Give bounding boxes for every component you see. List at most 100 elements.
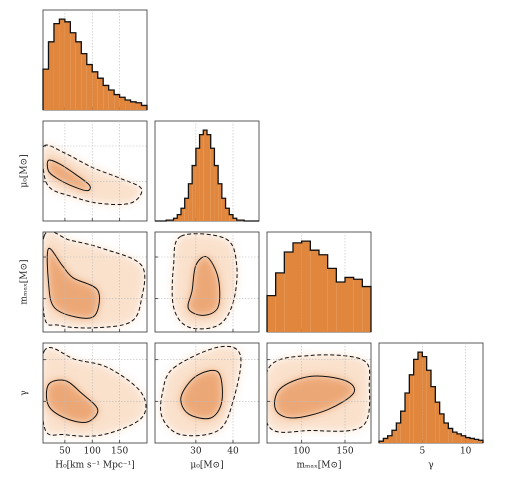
hist-bar	[457, 433, 462, 443]
density-panel	[42, 342, 148, 444]
hist-bar	[267, 295, 276, 332]
contour-68	[46, 159, 91, 192]
hist-bar	[199, 134, 204, 221]
hist-bar	[92, 71, 98, 110]
hist-bar	[130, 101, 137, 110]
hist-bar	[43, 69, 49, 110]
hist-bar	[379, 441, 384, 443]
hist-bar	[188, 183, 193, 221]
hist-bar	[409, 374, 414, 443]
hist-bar	[405, 393, 410, 443]
density-panel	[42, 231, 148, 333]
density-inner	[47, 159, 91, 191]
hist-bar	[461, 435, 466, 443]
x-axis-label: H₀[km s⁻¹ Mpc⁻¹]	[55, 461, 135, 471]
hist-bar	[465, 437, 470, 443]
hist-bar	[218, 183, 222, 221]
hist-bar	[64, 21, 71, 110]
hist-bar	[444, 423, 449, 443]
hist-bar	[141, 105, 147, 110]
x-tick-label: 150	[111, 447, 128, 457]
panel-frame	[42, 342, 148, 444]
hist-bar	[413, 359, 418, 443]
x-tick-label: 50	[59, 447, 71, 457]
hist-bar	[59, 19, 65, 110]
panel-frame	[154, 231, 260, 333]
hist-bar	[470, 438, 475, 443]
density	[160, 346, 241, 436]
contour-68	[180, 369, 223, 420]
x-tick-label: 150	[336, 447, 353, 457]
hist-bar	[392, 430, 397, 443]
x-tick-label: 5	[419, 447, 425, 457]
hist-bar	[70, 32, 76, 110]
panel-frame	[154, 342, 260, 444]
y-axis-label: μ₀[M⊙]	[20, 154, 30, 187]
x-tick-label: 100	[293, 447, 310, 457]
hist-bar	[184, 198, 189, 221]
density-outer	[43, 145, 142, 205]
hist-bar	[225, 208, 230, 221]
density-inner	[274, 375, 355, 418]
hist-bar	[362, 286, 371, 332]
hist-bar	[418, 352, 423, 443]
hist-bar	[214, 165, 219, 221]
hist-bar	[173, 218, 178, 221]
x-tick-label: 40	[227, 447, 239, 457]
x-axis-label: μ₀[M⊙]	[190, 461, 223, 471]
contour-95	[43, 232, 146, 329]
hist-bar	[452, 432, 457, 443]
hist-bar	[114, 94, 120, 110]
hist-bar	[345, 277, 354, 332]
hist-outline	[266, 240, 372, 332]
hist-bar	[448, 428, 453, 443]
hist-bar	[203, 130, 207, 221]
hist-bar	[383, 438, 388, 443]
hist-outline	[155, 129, 259, 222]
hist-bar	[293, 242, 302, 332]
contour-68	[187, 256, 221, 316]
hist-bar	[81, 53, 87, 110]
panel-frame	[42, 231, 148, 333]
hist-bar	[327, 268, 337, 332]
hist-bar	[275, 272, 285, 332]
density-inner	[47, 248, 100, 319]
density-panel	[154, 342, 260, 444]
density-inner	[180, 370, 223, 419]
hist-bar	[97, 78, 104, 110]
hist-bar	[177, 214, 181, 221]
hist-bar	[387, 435, 392, 443]
hist-bar	[53, 23, 60, 110]
y-axis-label: γ	[20, 390, 30, 395]
hist-bar	[474, 439, 479, 443]
x-axis-label: mₘₐₓ[M⊙]	[296, 461, 341, 471]
hist-bar	[229, 214, 233, 221]
hist-bar	[136, 102, 142, 110]
contour-68	[45, 379, 99, 424]
density	[43, 145, 142, 205]
hist-bar	[233, 218, 237, 221]
hist-bar	[439, 413, 444, 443]
contour-95	[171, 233, 238, 330]
hist-bar	[181, 208, 185, 221]
hist-bar	[75, 41, 82, 111]
hist-bar	[426, 370, 431, 443]
hist-bar	[48, 41, 54, 111]
hist-bar	[319, 254, 328, 332]
hist-bar	[435, 402, 440, 443]
x-tick-label: 10	[460, 447, 472, 457]
x-tick-label: 100	[84, 447, 101, 457]
density-panel	[154, 231, 260, 333]
density	[43, 232, 145, 328]
hist-bar	[119, 97, 126, 110]
y-axis-label: mₘₐₓ[M⊙]	[20, 259, 30, 304]
density-panel	[42, 120, 148, 222]
hist-outline	[378, 351, 484, 443]
hist-bar	[301, 241, 311, 332]
hist-bar	[221, 198, 226, 221]
hist-bar	[125, 100, 131, 110]
panel-frame	[42, 120, 148, 222]
density	[267, 354, 370, 433]
hist-bar	[207, 134, 211, 221]
